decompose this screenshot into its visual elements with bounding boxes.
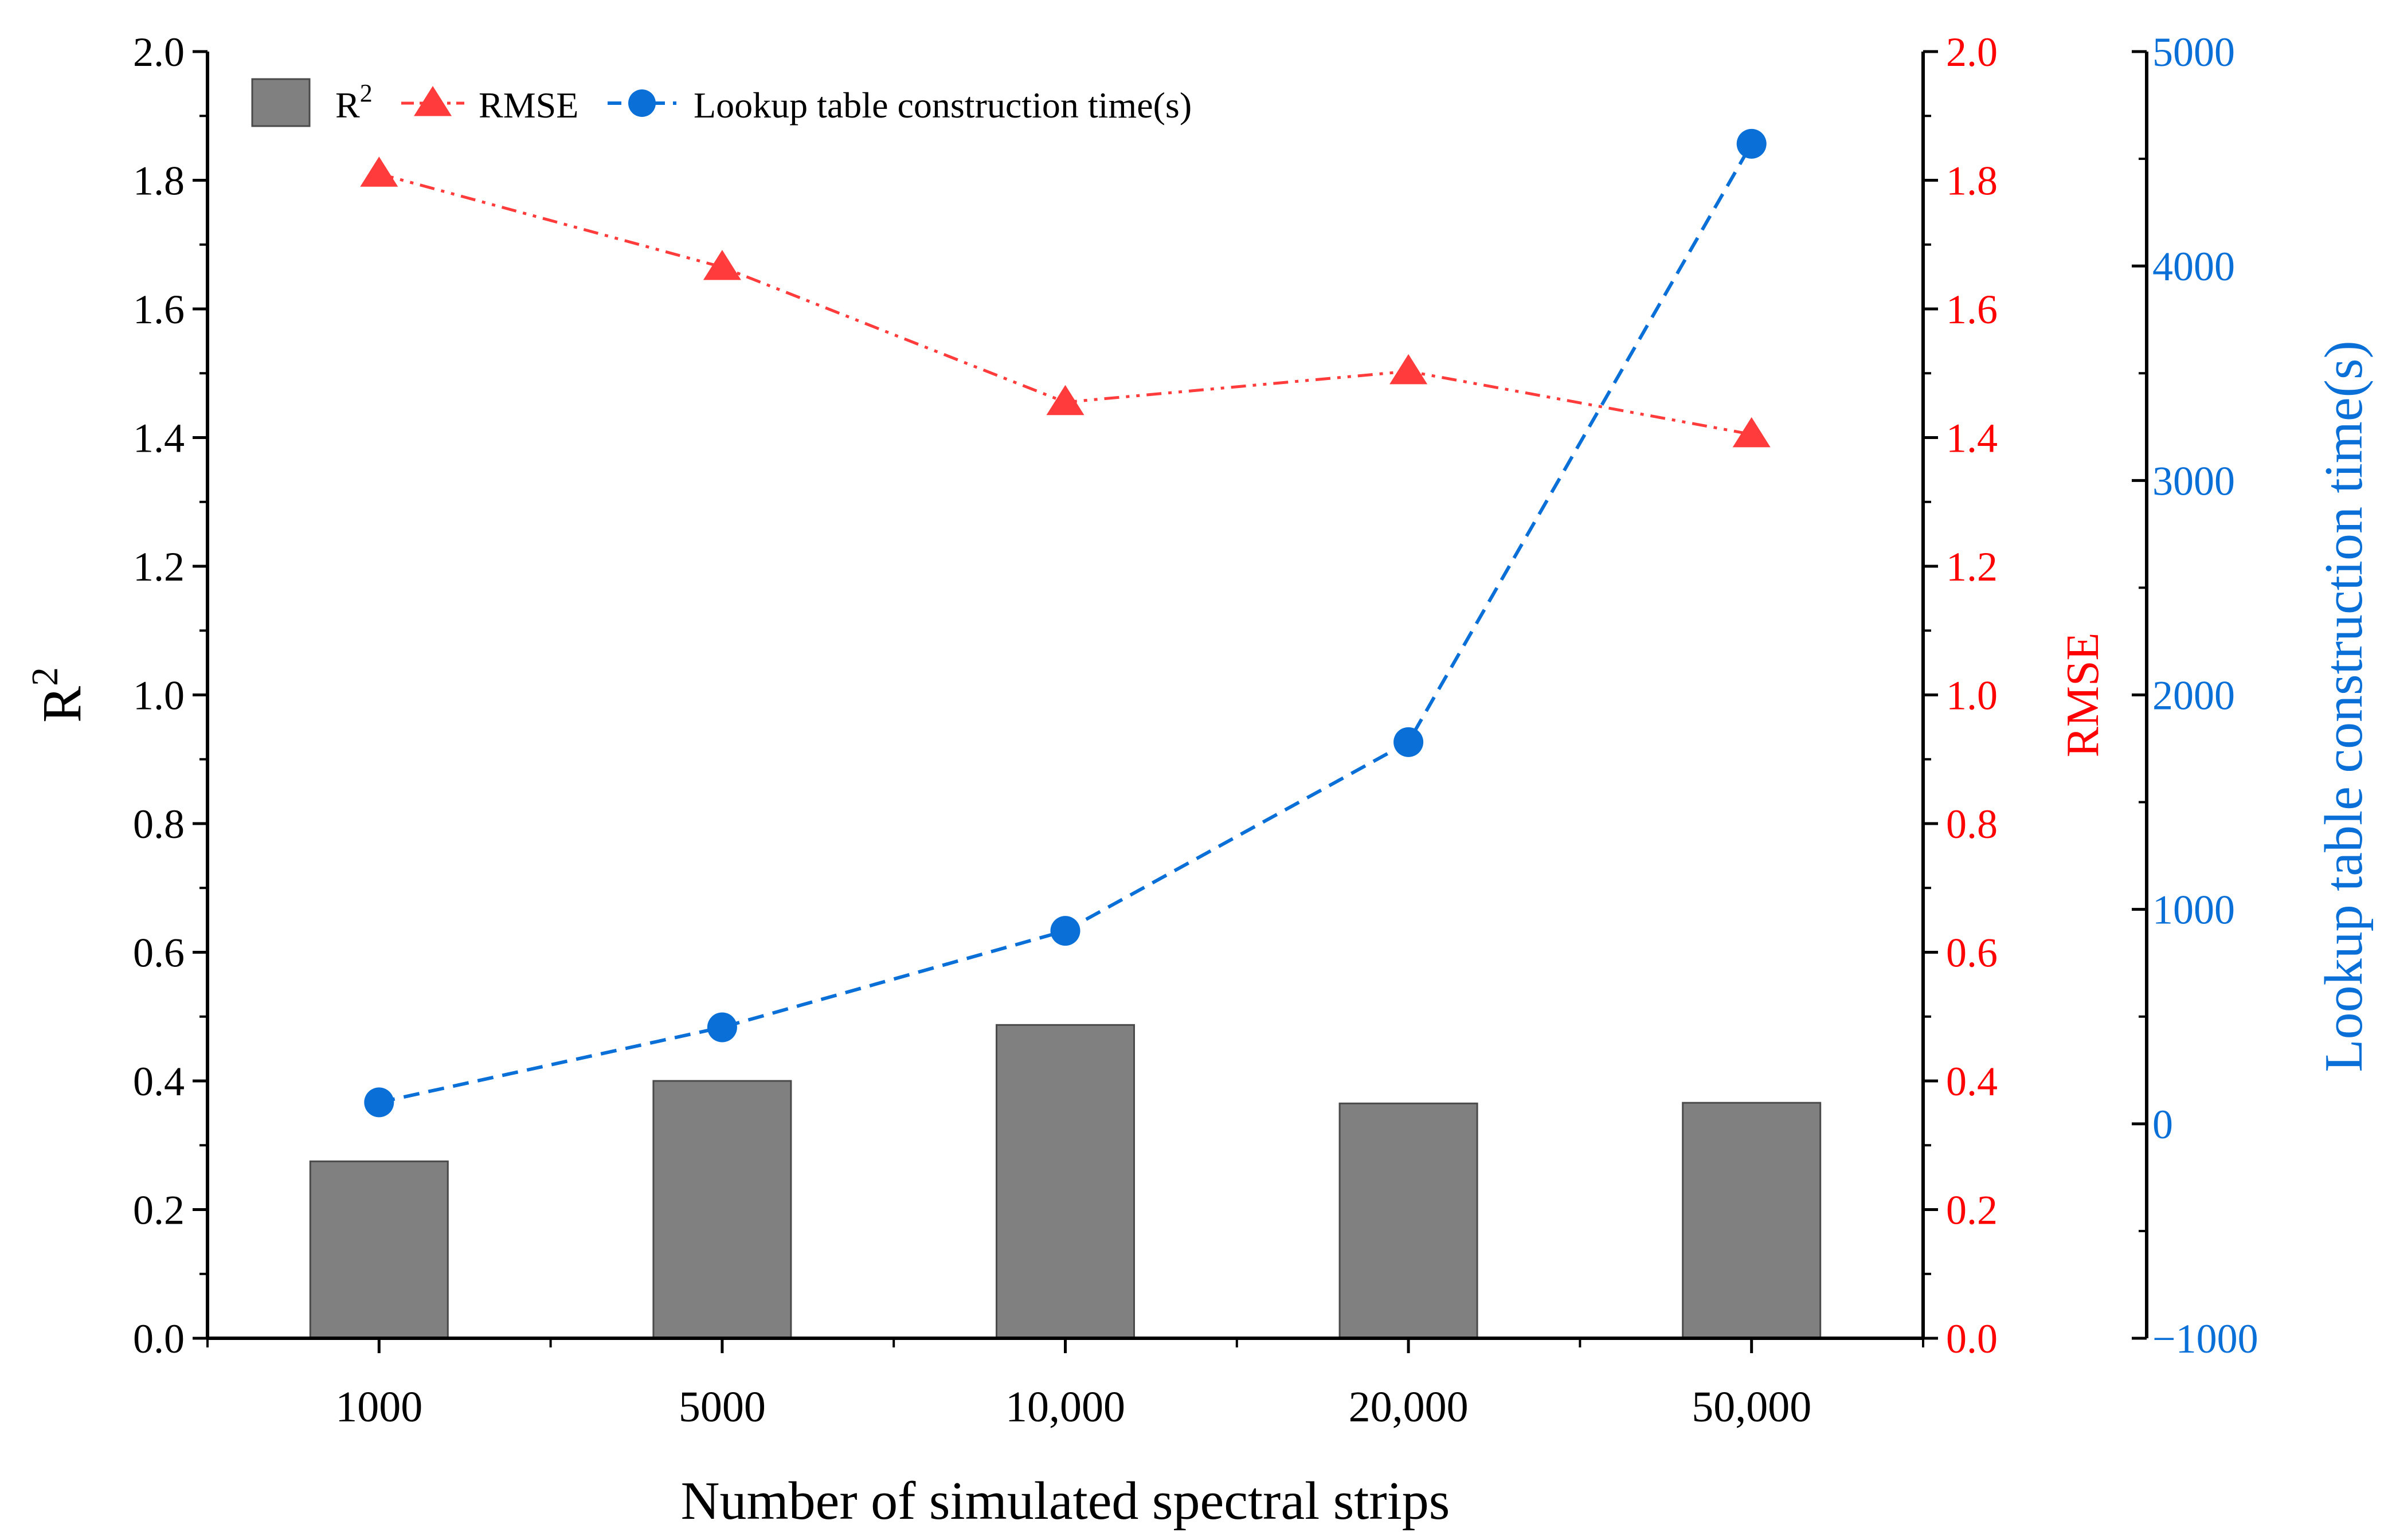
rmse-tick-label: 1.0: [1946, 673, 1998, 719]
time-tick-label: 1000: [2152, 887, 2235, 933]
time-marker-2: [1050, 916, 1080, 946]
left-tick-label: 1.0: [133, 673, 185, 719]
x-tick-label: 20,000: [1349, 1383, 1469, 1431]
rmse-tick-label: 1.8: [1946, 158, 1998, 204]
legend-time-label: Lookup table construction time(s): [694, 85, 1192, 126]
left-tick-label: 0.2: [133, 1188, 185, 1233]
x-tick-label: 1000: [335, 1383, 422, 1431]
left-tick-label: 2.0: [133, 29, 185, 75]
rmse-tick-label: 1.2: [1946, 544, 1998, 590]
time-marker-4: [1736, 128, 1767, 159]
time-marker-3: [1393, 727, 1424, 757]
left-tick-label: 1.2: [133, 544, 185, 590]
time-tick-label: 2000: [2152, 673, 2235, 719]
x-tick-label: 50,000: [1692, 1383, 1811, 1431]
left-tick-label: 0.0: [133, 1316, 185, 1362]
rmse-axis-title: RMSE: [2058, 633, 2108, 758]
left-tick-label: 0.4: [133, 1059, 185, 1104]
legend-r2-superscript: 2: [360, 79, 373, 107]
time-marker-0: [364, 1087, 394, 1118]
left-tick-label: 1.8: [133, 158, 185, 204]
time-tick-label: −1000: [2152, 1316, 2258, 1362]
rmse-tick-label: 1.6: [1946, 287, 1998, 332]
rmse-tick-label: 0.6: [1946, 930, 1998, 976]
bar-r2-4: [1682, 1102, 1822, 1339]
time-marker-1: [707, 1012, 737, 1043]
time-tick-label: 4000: [2152, 244, 2235, 289]
bar-r2-3: [1338, 1102, 1478, 1339]
x-tick-label: 10,000: [1005, 1383, 1125, 1431]
time-tick-label: 5000: [2152, 29, 2235, 75]
rmse-marker-2: [1046, 385, 1085, 416]
x-axis-title: Number of simulated spectral strips: [681, 1471, 1450, 1531]
left-axis-title-superscript: 2: [24, 667, 66, 686]
axes: 0.0 0.2 0.4 0.6 0.8 1.0 1.2 1.4 1.6 1.8 2.0 0.0 0.2 0…: [133, 29, 2258, 1431]
rmse-tick-label: 2.0: [1946, 29, 1998, 75]
rmse-tick-label: 0.0: [1946, 1316, 1998, 1362]
rmse-marker-0: [360, 156, 398, 187]
bar-series-r2: [309, 1024, 1822, 1339]
legend-r2-swatch: [251, 78, 311, 127]
left-tick-label: 1.6: [133, 287, 185, 332]
rmse-marker-1: [703, 250, 741, 280]
rmse-marker-3: [1389, 354, 1428, 385]
left-tick-label: 0.6: [133, 930, 185, 976]
bar-r2-0: [309, 1160, 449, 1339]
time-axis-title: Lookup table construction time(s): [2314, 340, 2374, 1072]
rmse-tick-label: 0.2: [1946, 1188, 1998, 1233]
left-tick-label: 1.4: [133, 416, 185, 461]
legend: R2 RMSE Lookup table construction time(s): [251, 78, 1192, 127]
rmse-tick-label: 0.8: [1946, 801, 1998, 847]
legend-rmse-label: RMSE: [479, 85, 578, 126]
time-tick-label: 0: [2152, 1102, 2173, 1147]
rmse-tick-label: 1.4: [1946, 416, 1998, 461]
line-series: [360, 128, 1771, 1118]
rmse-marker-4: [1732, 417, 1771, 448]
legend-time-marker: [628, 89, 656, 117]
left-tick-label: 0.8: [133, 801, 185, 847]
bar-r2-1: [652, 1080, 792, 1339]
rmse-tick-label: 0.4: [1946, 1059, 1998, 1104]
time-tick-label: 3000: [2152, 458, 2235, 504]
x-tick-label: 5000: [679, 1383, 766, 1431]
legend-rmse-marker: [414, 86, 452, 116]
bar-r2-2: [996, 1024, 1135, 1339]
